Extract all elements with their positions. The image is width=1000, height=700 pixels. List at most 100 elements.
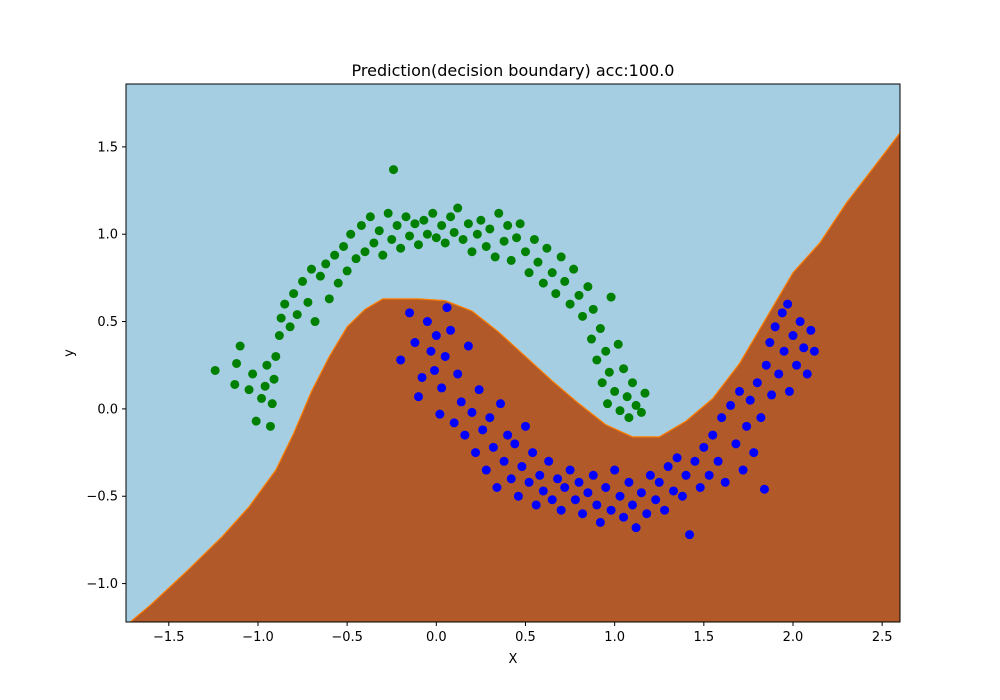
x-tick-label: −0.5 (331, 630, 363, 645)
point-class-1 (677, 491, 687, 501)
point-class-0 (512, 233, 522, 243)
point-class-1 (435, 409, 445, 419)
point-class-0 (413, 240, 423, 250)
point-class-0 (533, 257, 543, 267)
point-class-1 (756, 413, 766, 423)
point-class-0 (276, 313, 286, 323)
point-class-0 (383, 208, 393, 218)
point-class-1 (463, 341, 473, 351)
point-class-1 (410, 338, 420, 348)
point-class-1 (528, 448, 538, 458)
point-class-0 (437, 220, 447, 230)
point-class-0 (419, 215, 429, 225)
point-class-1 (806, 325, 816, 335)
point-class-1 (513, 491, 523, 501)
point-class-1 (761, 360, 771, 370)
point-class-0 (210, 365, 220, 375)
point-class-0 (610, 386, 620, 396)
point-class-1 (405, 308, 415, 318)
point-class-1 (547, 495, 557, 505)
point-class-1 (601, 483, 611, 492)
point-class-1 (510, 439, 520, 449)
point-class-0 (374, 226, 384, 236)
point-class-0 (613, 339, 623, 349)
point-class-0 (405, 231, 415, 241)
point-class-0 (298, 276, 308, 286)
point-class-1 (685, 530, 695, 540)
point-class-0 (396, 243, 406, 253)
point-class-1 (578, 509, 588, 519)
point-class-1 (478, 425, 488, 435)
point-class-0 (586, 334, 596, 344)
point-class-1 (471, 448, 481, 458)
y-tick-label: −1.0 (86, 577, 118, 592)
point-class-1 (520, 421, 530, 431)
point-class-1 (544, 456, 554, 466)
point-class-1 (788, 331, 798, 341)
point-class-0 (235, 341, 245, 351)
x-tick-label: 0.0 (426, 630, 447, 645)
point-class-0 (351, 254, 361, 264)
x-tick-label: 1.5 (693, 630, 714, 645)
point-class-0 (365, 212, 375, 222)
point-class-0 (560, 276, 570, 286)
point-class-1 (759, 484, 769, 494)
point-class-0 (428, 208, 438, 218)
point-class-0 (265, 421, 275, 431)
point-class-0 (387, 234, 397, 244)
point-class-0 (244, 385, 254, 395)
point-class-0 (389, 165, 399, 175)
point-class-1 (467, 407, 477, 417)
point-class-1 (503, 430, 513, 440)
point-class-0 (588, 304, 598, 314)
point-class-1 (779, 346, 789, 356)
point-class-0 (262, 360, 272, 370)
point-class-1 (531, 500, 541, 510)
point-class-0 (267, 399, 277, 409)
point-class-1 (690, 456, 700, 466)
point-class-0 (274, 331, 284, 341)
point-class-1 (767, 390, 777, 400)
x-tick-label: 2.5 (872, 630, 893, 645)
points-layer (210, 165, 819, 540)
point-class-0 (604, 367, 614, 377)
point-class-1 (663, 462, 673, 472)
point-class-0 (356, 220, 366, 230)
point-class-1 (726, 400, 736, 410)
point-class-1 (734, 386, 744, 396)
point-class-1 (565, 465, 575, 475)
point-class-1 (681, 470, 691, 480)
point-class-1 (499, 456, 509, 466)
point-class-0 (257, 393, 267, 403)
point-class-0 (392, 220, 402, 230)
point-class-1 (560, 483, 570, 492)
point-class-0 (378, 250, 388, 260)
point-class-0 (538, 278, 548, 288)
y-tick-label: 0.0 (97, 402, 118, 417)
point-class-0 (251, 416, 261, 426)
y-axis-ticks: −1.0 −0.5 0.0 0.5 1.0 1.5 (86, 140, 126, 592)
plot-area (126, 84, 900, 622)
point-class-1 (422, 317, 432, 327)
point-class-0 (342, 266, 352, 276)
point-class-0 (472, 229, 482, 239)
x-tick-label: 1.0 (604, 630, 625, 645)
point-class-0 (280, 299, 290, 309)
point-class-0 (292, 310, 302, 320)
point-class-0 (346, 229, 356, 239)
point-class-1 (699, 442, 709, 452)
point-class-1 (624, 477, 634, 487)
point-class-1 (765, 338, 775, 348)
point-class-0 (601, 346, 611, 356)
x-axis-label: X (509, 652, 518, 667)
point-class-0 (289, 289, 299, 299)
point-class-0 (583, 282, 593, 292)
point-class-1 (496, 399, 506, 409)
point-class-0 (520, 247, 530, 257)
point-class-1 (731, 439, 741, 449)
point-class-1 (396, 355, 406, 365)
x-tick-label: 2.0 (783, 630, 804, 645)
point-class-0 (285, 322, 295, 332)
point-class-1 (704, 470, 714, 480)
point-class-0 (467, 247, 477, 257)
